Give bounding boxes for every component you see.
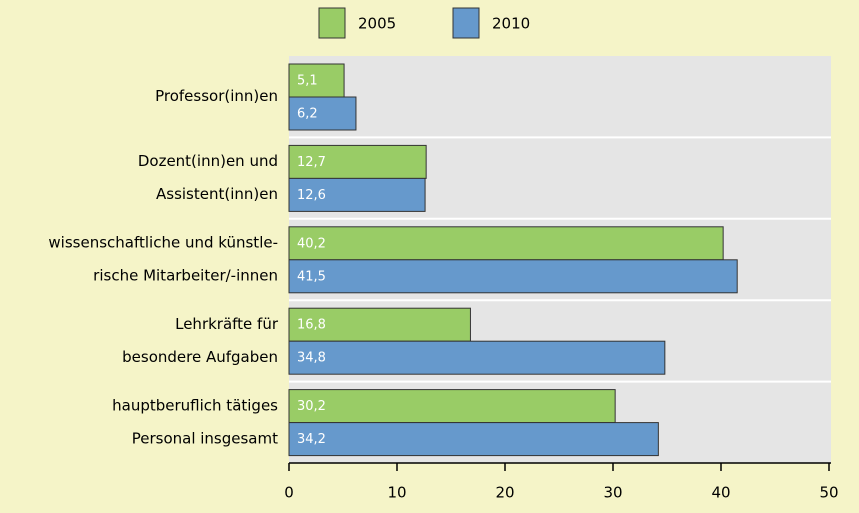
y-tick-label: Personal insgesamt (132, 429, 278, 447)
y-tick-label: besondere Aufgaben (122, 348, 278, 366)
bar (288, 96, 357, 131)
value-label: 30,2 (297, 399, 326, 414)
value-label: 12,7 (297, 155, 326, 170)
value-label: 34,2 (297, 432, 326, 447)
legend-swatch (318, 7, 346, 39)
x-tick-label: 40 (711, 484, 730, 502)
bar (288, 259, 738, 294)
y-tick-label: Professor(inn)en (155, 87, 278, 105)
value-label: 41,5 (297, 269, 326, 284)
value-label: 12,6 (297, 188, 326, 203)
y-tick-label: Dozent(inn)en und (138, 152, 278, 170)
bar (288, 307, 471, 342)
bar (288, 177, 426, 212)
bar (288, 340, 666, 375)
value-label: 40,2 (297, 236, 326, 251)
y-tick-label: Assistent(inn)en (156, 185, 278, 203)
y-tick-label: rische Mitarbeiter/-innen (93, 267, 278, 285)
value-label: 16,8 (297, 318, 326, 333)
value-label: 5,1 (297, 74, 318, 89)
bar (288, 389, 616, 424)
bar (288, 422, 659, 457)
x-tick-label: 30 (603, 484, 622, 502)
legend-label: 2010 (492, 15, 530, 33)
value-label: 6,2 (297, 107, 318, 122)
x-tick-label: 0 (284, 484, 294, 502)
y-tick-label: wissenschaftliche und künstle- (48, 234, 278, 252)
value-label: 34,8 (297, 351, 326, 366)
y-tick-label: Lehrkräfte für (175, 315, 279, 333)
x-tick-label: 10 (387, 484, 406, 502)
x-tick-label: 50 (819, 484, 838, 502)
legend-swatch (452, 7, 480, 39)
bar (288, 226, 724, 261)
bar (288, 63, 345, 98)
legend-label: 2005 (358, 15, 396, 33)
x-tick-label: 20 (495, 484, 514, 502)
y-tick-label: hauptberuflich tätiges (112, 396, 278, 414)
